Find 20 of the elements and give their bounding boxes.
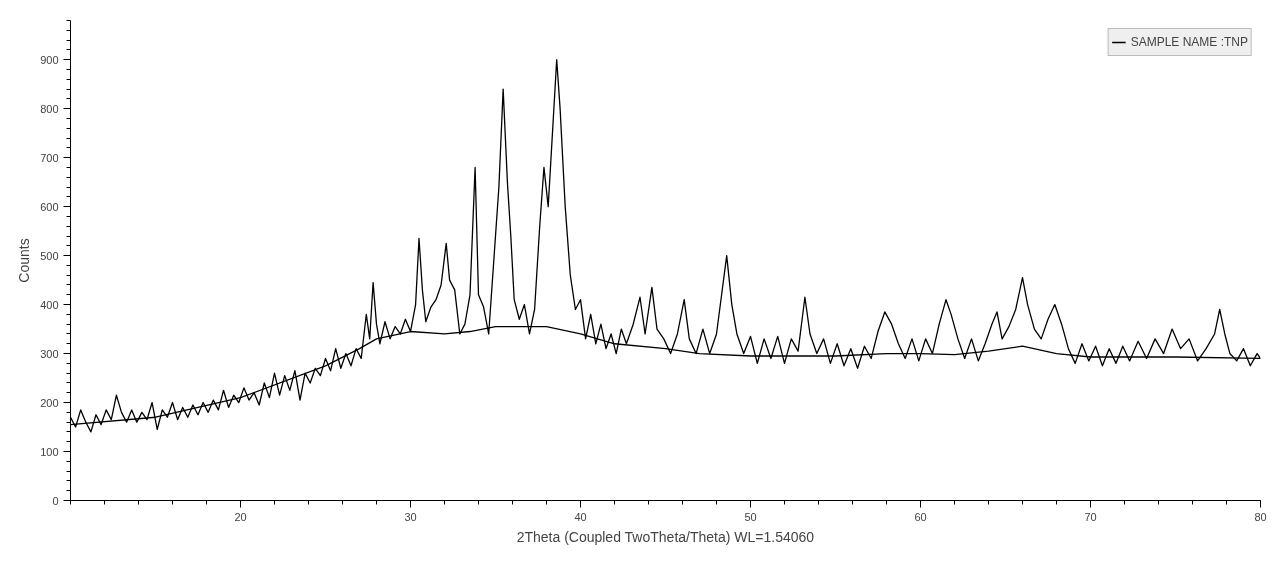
y-tick-label: 600 <box>40 200 59 213</box>
x-tick-label: 60 <box>914 510 927 523</box>
y-tick-label: 700 <box>40 151 59 164</box>
y-tick-label: 0 <box>52 494 59 507</box>
y-tick-label: 300 <box>40 347 59 360</box>
x-tick-label: 20 <box>234 510 247 523</box>
y-tick-label: 900 <box>40 53 59 66</box>
y-tick-label: 400 <box>40 298 59 311</box>
x-tick-label: 80 <box>1254 510 1267 523</box>
x-tick-label: 70 <box>1084 510 1097 523</box>
x-tick-label: 50 <box>744 510 757 523</box>
y-tick-label: 500 <box>40 249 59 262</box>
x-axis-title: 2Theta (Coupled TwoTheta/Theta) WL=1.54060 <box>516 528 815 545</box>
y-tick-label: 800 <box>40 102 59 115</box>
y-tick-label: 200 <box>40 396 59 409</box>
y-axis-title: Counts <box>16 238 33 283</box>
y-tick-label: 100 <box>40 445 59 458</box>
legend-label: SAMPLE NAME :TNP <box>1130 35 1248 49</box>
x-tick-label: 40 <box>574 510 587 523</box>
x-tick-label: 30 <box>404 510 417 523</box>
